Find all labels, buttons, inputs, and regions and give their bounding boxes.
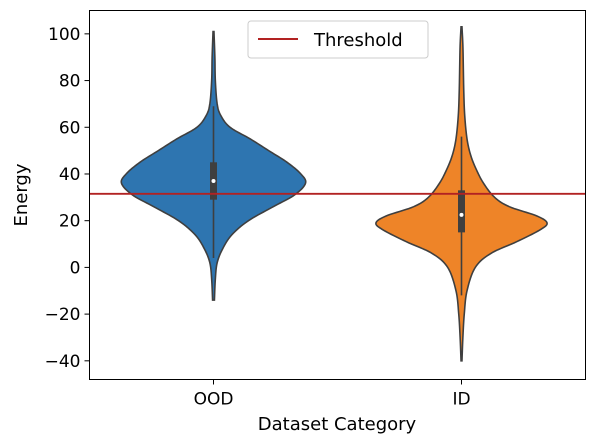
x-axis: OOD ID (194, 379, 471, 410)
x-axis-label: Dataset Category (258, 414, 417, 435)
y-tick-label: 80 (59, 72, 81, 92)
iqr-box-id (458, 190, 465, 233)
x-tick-label-ood: OOD (194, 390, 234, 410)
y-tick-label: 20 (59, 212, 81, 232)
y-axis: −40 −20 0 20 40 60 80 100 (45, 25, 90, 372)
y-tick-label: −40 (45, 352, 81, 372)
plot-frame (89, 10, 586, 380)
y-axis-label: Energy (11, 163, 32, 226)
y-tick-label: −20 (45, 305, 81, 325)
legend: Threshold (247, 20, 429, 59)
legend-box (247, 20, 429, 59)
y-tick-label: 40 (59, 165, 81, 185)
y-tick-label: 0 (70, 258, 81, 278)
legend-threshold-label: Threshold (313, 30, 403, 51)
median-dot-id (459, 212, 464, 217)
y-tick-label: 100 (48, 25, 80, 45)
y-tick-label: 60 (59, 118, 81, 138)
median-dot-ood (211, 178, 216, 183)
x-tick-label-id: ID (452, 390, 470, 410)
